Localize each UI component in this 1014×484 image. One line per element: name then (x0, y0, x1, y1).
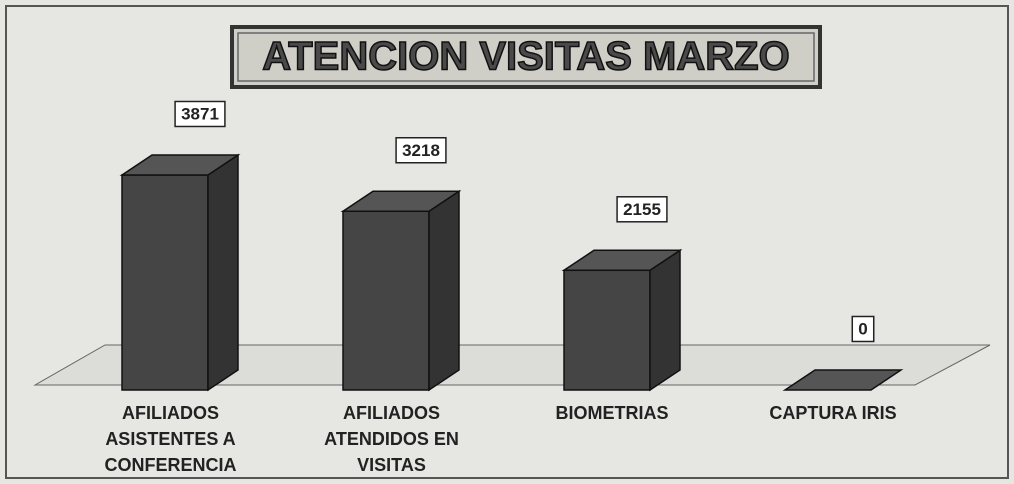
bar-side (207, 153, 239, 392)
bar-top (119, 154, 241, 176)
bar (563, 269, 651, 391)
frame (5, 5, 1009, 479)
chart-title: ATENCION VISITAS MARZO (262, 35, 789, 79)
title-box (230, 25, 822, 89)
x-tick-label: AFILIADOS ASISTENTES A CONFERENCIA (104, 403, 237, 475)
value-label-box (395, 137, 447, 164)
x-tick-label: CAPTURA IRIS (769, 403, 897, 423)
value-label-box (851, 315, 875, 343)
x-tick-label: AFILIADOS ATENDIDOS EN VISITAS (324, 403, 459, 475)
value-label: 3218 (402, 141, 440, 160)
value-label-box (616, 196, 668, 223)
bar (342, 210, 430, 391)
bar (121, 174, 209, 391)
value-label: 0 (858, 319, 867, 338)
bar-side (649, 248, 681, 392)
value-label: 2155 (623, 200, 661, 219)
value-label-box (174, 100, 226, 128)
bar-top (340, 190, 462, 213)
x-tick-label: BIOMETRIAS (555, 403, 669, 423)
bar-side (428, 189, 460, 392)
title-box-inner (237, 32, 815, 82)
bar-top (561, 249, 683, 272)
value-label: 3871 (181, 104, 219, 123)
bar-top (782, 369, 904, 391)
